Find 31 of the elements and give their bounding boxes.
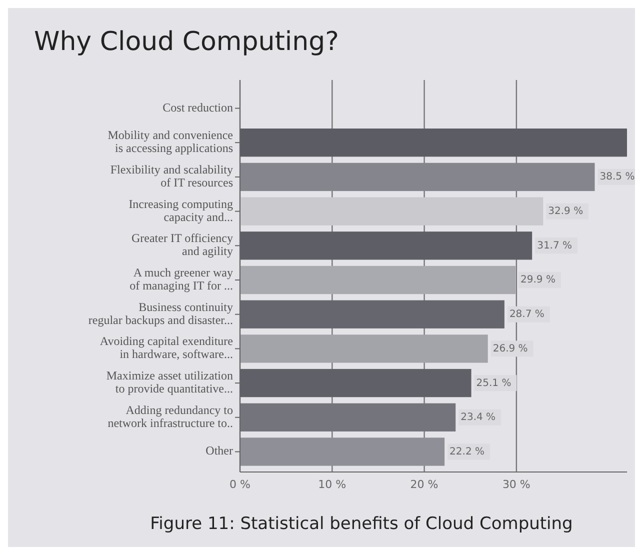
data-label: 32.9 %	[548, 206, 584, 218]
data-label: 28.7 %	[509, 309, 544, 320]
bar	[240, 197, 544, 226]
y-tick-label: A much greener way of managing IT for ...	[130, 265, 233, 292]
y-tick-label: Mobility and convenience is accessing applications	[108, 128, 234, 155]
x-tick-label: 20 %	[410, 478, 438, 491]
bar	[240, 438, 445, 466]
y-tick-label: Maximize asset utilization to provide quantitative...	[106, 368, 233, 396]
bar	[240, 266, 516, 294]
y-tick-label: Flexibility and scalability of IT resources	[110, 162, 234, 190]
y-tick-label: Greater IT officiency and agility	[131, 230, 233, 258]
caption: Figure 11: Statistical benefits of Cloud Computing	[150, 514, 573, 534]
data-label: 26.9 %	[492, 343, 528, 354]
data-label: 23.4 %	[460, 412, 496, 424]
y-tick-label: Avoiding capital exenditure in hardware, software...	[100, 334, 233, 361]
data-label: 25.1 %	[476, 378, 512, 389]
data-label: 29.9 %	[520, 274, 556, 286]
data-label: 22.2 %	[450, 446, 485, 458]
data-label: 31.7 %	[537, 240, 572, 252]
y-tick-label: Cost reduction	[162, 100, 233, 114]
x-tick-label: 10 %	[318, 478, 346, 491]
chart-title: Why Cloud Computing?	[34, 27, 339, 57]
y-tick-label: Increasing computing capacity and...	[128, 196, 233, 224]
y-tick-label: Other	[206, 443, 233, 458]
y-tick-label: Business continuity regular backups and disaster...	[88, 300, 233, 327]
x-tick-label: 30 %	[502, 478, 530, 491]
bar	[240, 334, 488, 363]
y-tick-label: Adding redundancy to network infrastructure to..	[108, 402, 233, 430]
x-tick-label: 0 %	[230, 478, 250, 491]
bar	[240, 162, 595, 192]
data-label: 38.5 %	[600, 172, 635, 183]
